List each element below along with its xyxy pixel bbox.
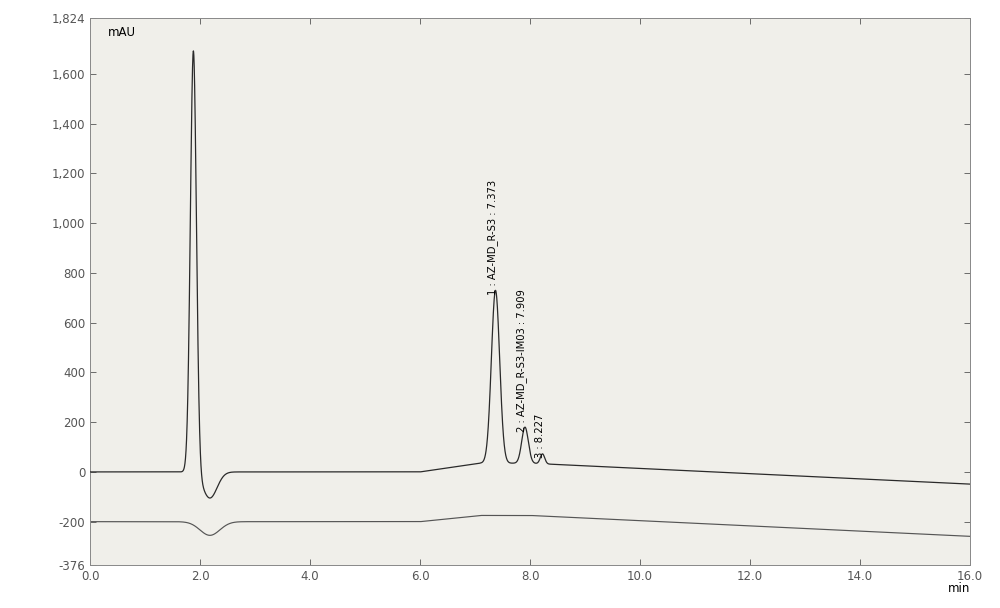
Text: min: min	[948, 582, 970, 595]
Text: 2 : AZ-MD_R-S3-IM03 : 7.909: 2 : AZ-MD_R-S3-IM03 : 7.909	[516, 289, 527, 432]
Text: mAU: mAU	[108, 26, 136, 40]
Text: 3 : 8.227: 3 : 8.227	[535, 414, 545, 458]
Text: 1 : AZ-MD_R-S3 : 7.373: 1 : AZ-MD_R-S3 : 7.373	[487, 180, 498, 295]
